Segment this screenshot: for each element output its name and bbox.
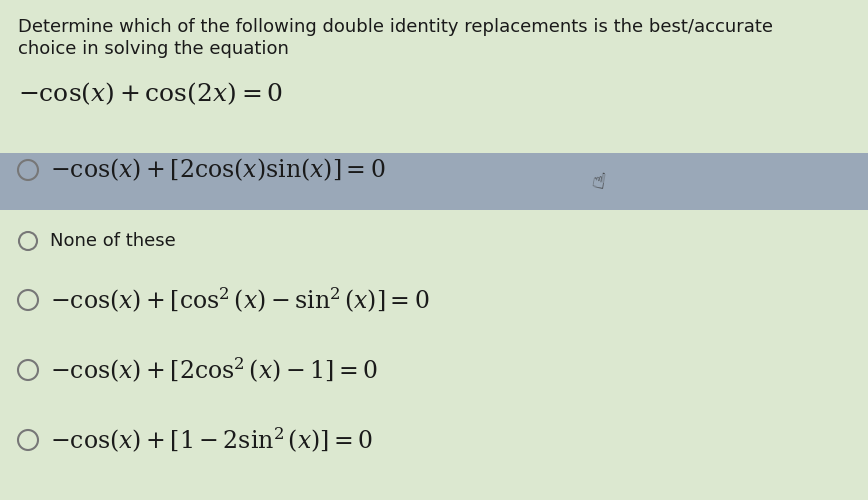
Text: Determine which of the following double identity replacements is the best/accura: Determine which of the following double …: [18, 18, 773, 36]
Text: $-\cos(x) + [1 - 2\sin^2(x)] = 0$: $-\cos(x) + [1 - 2\sin^2(x)] = 0$: [50, 426, 373, 454]
Text: ☝: ☝: [590, 171, 607, 193]
Text: choice in solving the equation: choice in solving the equation: [18, 40, 289, 58]
Text: $-\cos(x) + [\cos^2(x) - \sin^2(x)] = 0$: $-\cos(x) + [\cos^2(x) - \sin^2(x)] = 0$: [50, 286, 430, 314]
Text: $-\cos(x) + \cos(2x) = 0$: $-\cos(x) + \cos(2x) = 0$: [18, 80, 283, 106]
Text: $-\cos(x) + [2\cos^2(x) - 1] = 0$: $-\cos(x) + [2\cos^2(x) - 1] = 0$: [50, 356, 378, 384]
Bar: [0, 153, 868, 210]
Text: None of these: None of these: [50, 232, 175, 250]
Text: $-\cos(x) + [2\cos(x)\sin(x)] = 0$: $-\cos(x) + [2\cos(x)\sin(x)] = 0$: [50, 156, 385, 184]
